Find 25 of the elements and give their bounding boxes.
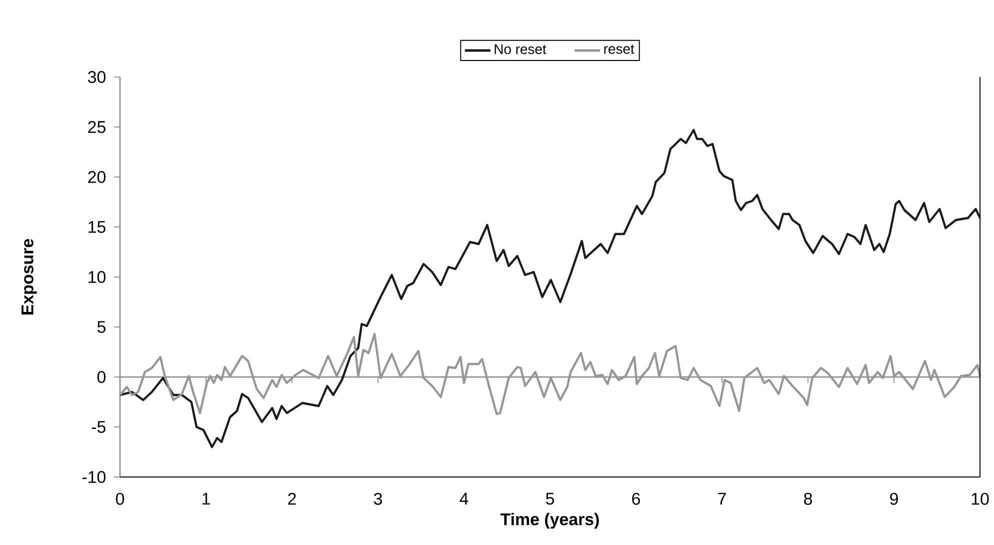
y-tick-label: -10 [82,471,106,483]
x-tick-label: 6 [632,492,640,505]
legend-label: reset [604,44,634,54]
x-tick-label: 10 [972,492,989,505]
line-series [118,128,982,448]
y-tick-label: 5 [97,321,106,333]
x-tick-label: 8 [804,492,812,505]
x-tick-label: 9 [890,492,898,505]
x-tick-label: 7 [718,492,726,504]
y-tick-label: 0 [97,371,106,383]
y-tick-label: 25 [88,121,106,133]
x-tick-label: 4 [460,492,468,504]
x-tick-label: 5 [546,492,554,505]
y-tick-label: 20 [88,171,106,183]
y-tick-label: 15 [88,221,106,233]
x-tick-label: 2 [288,492,296,505]
legend-label: No reset [494,44,546,54]
x-tick-label: 1 [202,492,210,504]
y-tick-label: -5 [92,421,106,433]
y-axis-title: Exposure [22,238,37,314]
y-tick-label: 10 [88,271,106,283]
y-tick-label: 30 [88,71,106,83]
x-tick-label: 0 [116,492,124,505]
x-tick-label: 3 [374,492,382,505]
x-axis-title: Time (years) [500,512,599,529]
